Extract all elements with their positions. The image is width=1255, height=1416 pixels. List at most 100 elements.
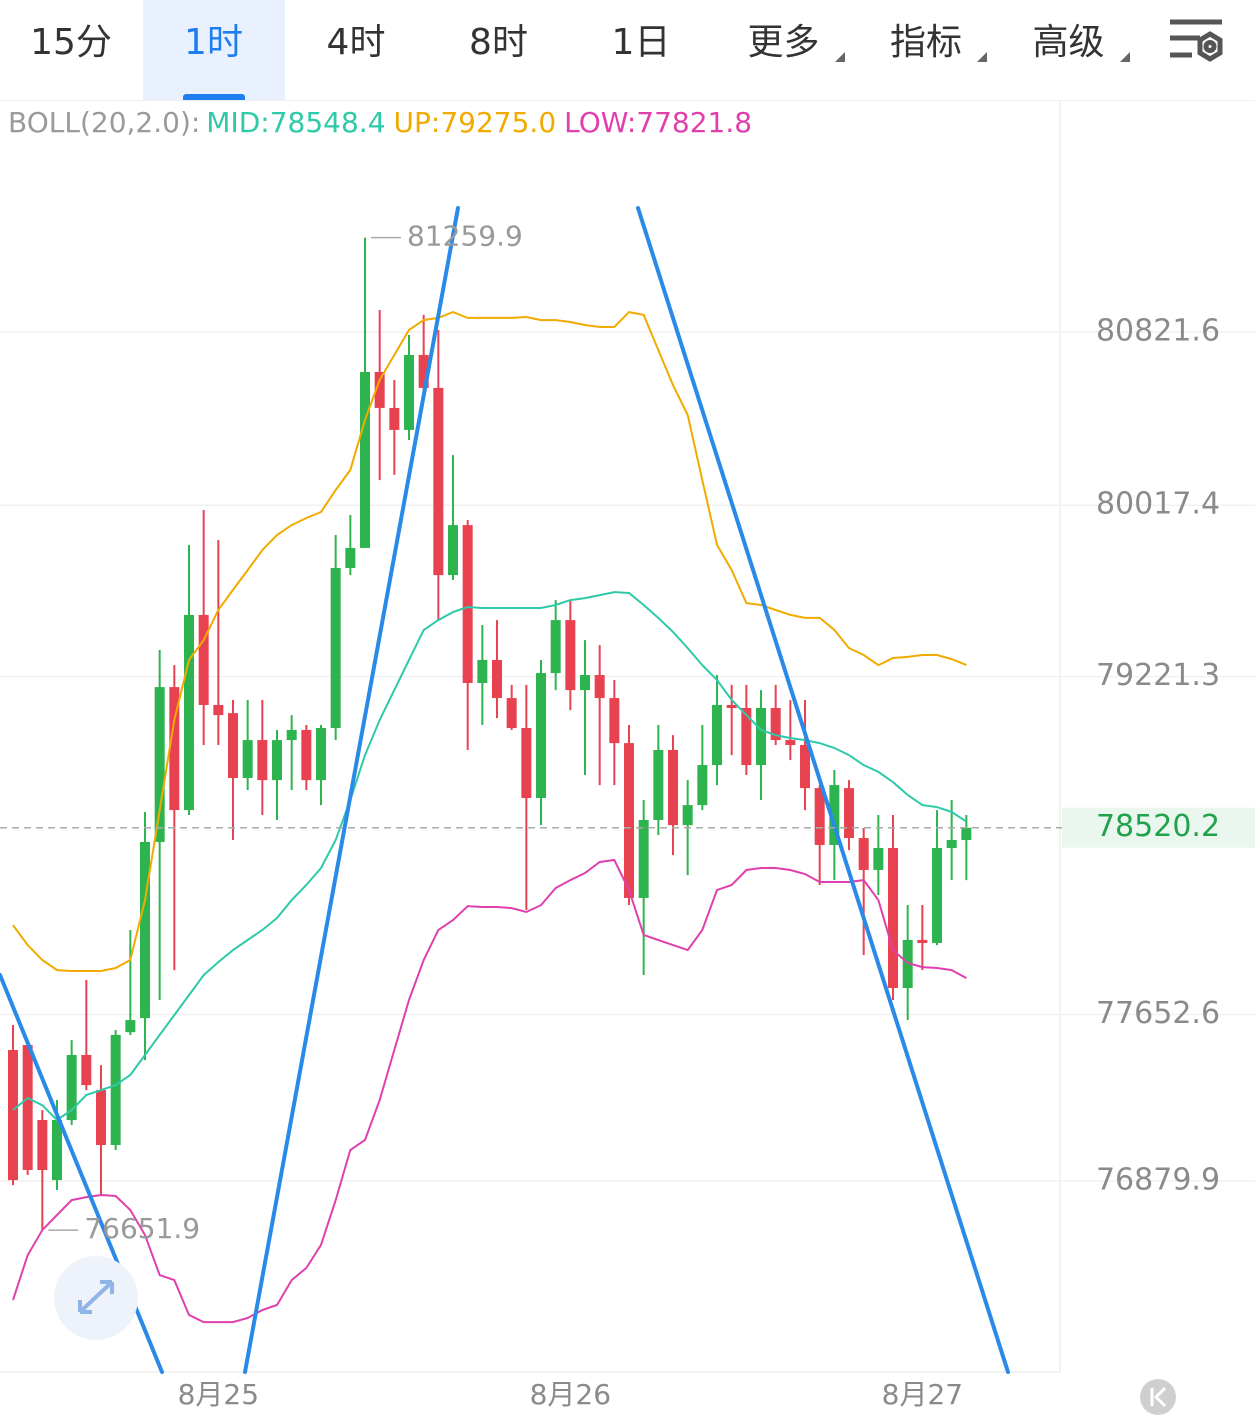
tab[interactable]: 15分	[30, 22, 112, 63]
candle-body	[594, 675, 605, 699]
candle-body	[492, 659, 503, 699]
candle-body	[198, 614, 209, 705]
scroll-to-latest-button[interactable]	[1140, 1379, 1176, 1415]
candle-body	[374, 371, 385, 408]
candle-body	[506, 698, 517, 729]
candle-body	[286, 729, 297, 741]
candle-body	[52, 1120, 63, 1181]
legend-name: MID	[206, 106, 260, 139]
candle-body	[228, 713, 239, 778]
candle-body	[682, 805, 693, 826]
candle-body	[404, 354, 415, 430]
candle-body	[154, 687, 165, 842]
candle-body	[917, 939, 928, 943]
timeframe-tabs: 15分 1时 4时 8时 1日 更多 指标 高级	[0, 0, 1255, 101]
tab[interactable]: 1时	[142, 0, 285, 100]
candle-body	[8, 1050, 18, 1181]
tab[interactable]: 高级	[998, 0, 1140, 100]
candle-body	[389, 407, 400, 430]
candle-body	[756, 707, 767, 766]
band-line	[12, 311, 967, 972]
candle-body	[873, 847, 884, 870]
candle-body	[858, 838, 869, 870]
candle-body	[638, 819, 649, 898]
candle-body	[301, 729, 312, 781]
candle-body	[770, 707, 781, 741]
candle-body	[961, 827, 972, 841]
legend-name: UP	[394, 106, 431, 139]
tab[interactable]: 1日	[611, 22, 671, 63]
candle-body	[712, 704, 723, 766]
candle-body	[81, 1054, 92, 1086]
candle-body	[242, 740, 253, 778]
candle-body	[785, 740, 796, 746]
plot-area	[0, 237, 1255, 1324]
candle-body	[550, 620, 561, 674]
candle-body	[66, 1054, 77, 1121]
low-label: 76651.9	[84, 1212, 200, 1245]
y-tick-label: 80821.6	[1096, 313, 1220, 348]
candle-body	[448, 525, 459, 576]
legend-value: 77821.8	[636, 106, 752, 139]
legend-value: 79275.0	[440, 106, 556, 139]
indicator-legend: BOLL(20,2.0):MID:78548.4UP:79275.0LOW:77…	[8, 106, 752, 139]
candle-body	[360, 371, 371, 548]
indicator-name: BOLL(20,2.0):	[8, 106, 200, 139]
candle-body	[668, 749, 679, 826]
legend-separator: :	[431, 106, 440, 139]
candle-body	[184, 614, 195, 811]
candle-body	[169, 687, 180, 811]
candle-body	[96, 1090, 107, 1146]
settings-icon[interactable]	[1170, 19, 1223, 62]
candle-body	[22, 1045, 33, 1170]
y-tick-label: 79221.3	[1096, 658, 1220, 693]
x-tick-label: 8月26	[530, 1378, 611, 1411]
candle-body	[125, 1020, 136, 1033]
candle-body	[580, 675, 591, 691]
candle-body	[888, 847, 899, 988]
candle-body	[345, 547, 356, 568]
candle-body	[272, 740, 283, 781]
tab[interactable]: 更多	[713, 0, 855, 100]
candle-body	[477, 659, 488, 683]
candle-body	[316, 728, 327, 781]
candle-body	[462, 525, 473, 683]
price-label: 78520.2	[1096, 809, 1220, 844]
tab[interactable]: 8时	[469, 22, 528, 63]
candle-body	[829, 785, 840, 845]
candle-body	[932, 847, 943, 943]
tab[interactable]: 指标	[855, 0, 997, 100]
candle-body	[814, 788, 825, 845]
y-tick-label: 80017.4	[1096, 487, 1220, 522]
candle-body	[213, 704, 224, 716]
candle-body	[110, 1034, 121, 1146]
high-label: 81259.9	[407, 220, 523, 253]
candle-body	[741, 707, 752, 766]
x-tick-label: 8月27	[882, 1378, 963, 1411]
candle-body	[697, 765, 708, 806]
candle-body	[140, 841, 151, 1019]
legend-separator: :	[260, 106, 269, 139]
candle-body	[433, 387, 444, 576]
band-line	[12, 591, 967, 1122]
expand-button[interactable]	[54, 1256, 138, 1340]
candle-body	[565, 620, 576, 691]
candle-body	[653, 749, 664, 820]
candle-body	[609, 698, 620, 744]
price-label-bg	[1062, 807, 1255, 848]
legend-name: LOW	[564, 106, 628, 139]
candle-body	[536, 673, 547, 799]
band-line	[12, 858, 967, 1324]
candle-body	[418, 354, 429, 388]
candle-body	[726, 704, 737, 708]
tab[interactable]: 4时	[326, 22, 386, 63]
legend-separator: :	[627, 106, 636, 139]
candle-body	[330, 567, 341, 729]
candle-body	[521, 728, 532, 799]
candle-body	[257, 740, 268, 781]
candle-body	[946, 840, 957, 848]
candle-body	[37, 1120, 48, 1170]
x-tick-label: 8月25	[178, 1378, 259, 1411]
